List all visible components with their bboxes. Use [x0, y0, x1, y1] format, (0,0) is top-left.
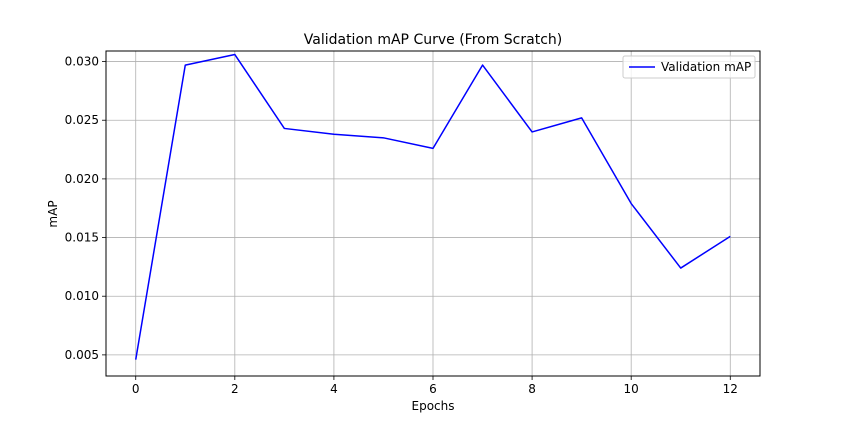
- y-tick-label-5: 0.030: [65, 55, 99, 69]
- x-tick-label-0: 0: [132, 382, 140, 396]
- x-tick-label-12: 12: [723, 382, 738, 396]
- x-axis-label: Epochs: [412, 399, 455, 413]
- legend: Validation mAP: [622, 55, 756, 79]
- y-tick-label-4: 0.025: [65, 113, 99, 127]
- x-tick-label-2: 2: [231, 382, 239, 396]
- grid-lines: [106, 51, 760, 376]
- chart-title: Validation mAP Curve (From Scratch): [304, 32, 562, 48]
- y-tick-label-1: 0.010: [65, 289, 99, 303]
- y-axis-ticks: 0.005 0.010 0.015 0.020 0.025 0.030: [65, 55, 106, 362]
- y-tick-label-2: 0.015: [65, 231, 99, 245]
- x-tick-label-4: 4: [330, 382, 338, 396]
- y-tick-label-3: 0.020: [65, 172, 99, 186]
- x-tick-label-6: 6: [429, 382, 437, 396]
- legend-box: [622, 55, 756, 79]
- x-tick-label-8: 8: [528, 382, 536, 396]
- y-axis-label: mAP: [46, 200, 60, 227]
- x-axis-ticks: 0 2 4 6 8 10 12: [132, 376, 738, 396]
- y-tick-label-0: 0.005: [65, 348, 99, 362]
- legend-label-validation-map: Validation mAP: [661, 60, 751, 74]
- x-tick-label-10: 10: [624, 382, 639, 396]
- series-layer: [134, 53, 731, 360]
